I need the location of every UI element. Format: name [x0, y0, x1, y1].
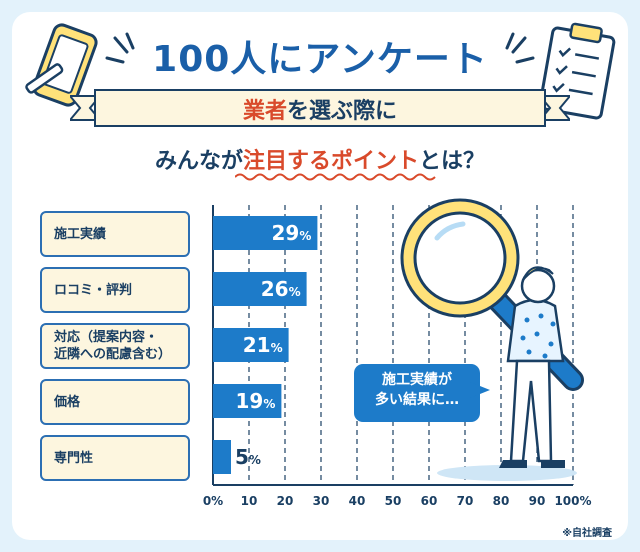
bar-value-label: 29% [272, 221, 312, 245]
subtitle-wavy-underline [235, 173, 436, 181]
category-label: 価格 [40, 379, 190, 425]
magnifier-person-illustration [400, 198, 584, 481]
bar-value-label: 21% [243, 333, 283, 357]
ribbon-banner [70, 89, 570, 127]
bar-value-label: 26% [261, 277, 301, 301]
x-tick-label: 30 [313, 494, 330, 508]
phone-icon [25, 23, 98, 107]
bar [213, 216, 318, 250]
x-tick-label: 20 [277, 494, 294, 508]
x-tick-label: 0% [203, 494, 223, 508]
subtitle: みんなが注目するポイントとは？ [70, 143, 570, 175]
ribbon-highlight: 業者 [242, 99, 287, 124]
bar [213, 384, 282, 418]
x-tick-label: 90 [529, 494, 546, 508]
category-label: ロコミ・評判 [40, 267, 190, 313]
callout-bubble [354, 364, 490, 422]
bar [213, 272, 307, 306]
bar-value-label: 5% [235, 445, 261, 469]
x-tick-label: 80 [493, 494, 510, 508]
callout-line-2: 多い結果に… [375, 392, 459, 408]
x-tick-label: 40 [349, 494, 366, 508]
callout-text: 施工実績が 多い結果に… [352, 370, 482, 410]
bar [213, 440, 231, 474]
title-accent-lines [105, 32, 535, 64]
bar-value-label: 19% [236, 389, 276, 413]
x-tick-label: 10 [241, 494, 258, 508]
bar [213, 328, 289, 362]
footnote: ※自社調査 [562, 528, 612, 539]
ribbon-rest: を選ぶ際に [287, 99, 398, 124]
x-tick-label: 50 [385, 494, 402, 508]
page-title: 100人にアンケート [152, 39, 488, 80]
x-tick-label: 100% [554, 494, 591, 508]
x-tick-label: 70 [457, 494, 474, 508]
callout-line-1: 施工実績が [382, 372, 452, 388]
x-tick-label: 60 [421, 494, 438, 508]
ribbon-text: 業者を選ぶ際に [70, 93, 570, 125]
category-label: 専門性 [40, 435, 190, 481]
category-label: 対応（提案内容・ 近隣への配慮含む） [40, 323, 190, 369]
subtitle-highlight: 注目するポイント [242, 149, 419, 174]
category-label: 施工実績 [40, 211, 190, 257]
subtitle-post: とは？ [419, 149, 486, 174]
subtitle-pre: みんなが [154, 149, 243, 174]
